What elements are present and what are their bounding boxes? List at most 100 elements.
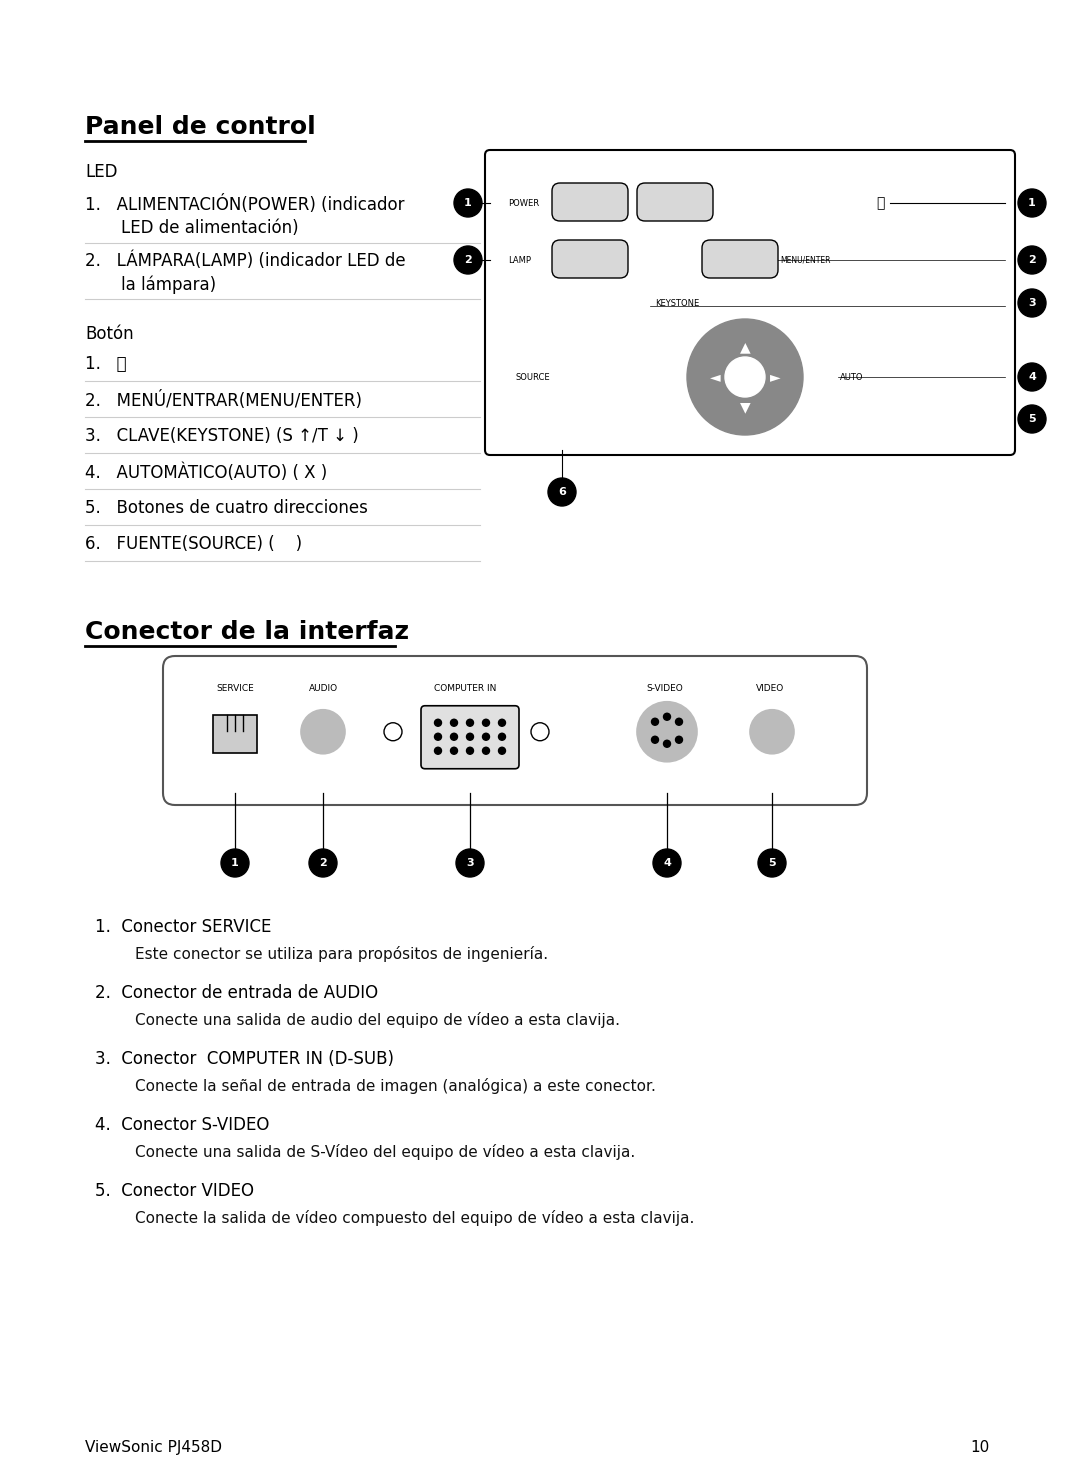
- FancyBboxPatch shape: [702, 239, 778, 278]
- Circle shape: [758, 849, 786, 877]
- Circle shape: [750, 710, 794, 754]
- Text: ◄: ◄: [710, 370, 720, 383]
- FancyBboxPatch shape: [163, 657, 867, 805]
- Text: 4: 4: [663, 858, 671, 868]
- Text: 1: 1: [464, 198, 472, 209]
- Circle shape: [1018, 363, 1047, 391]
- Circle shape: [456, 849, 484, 877]
- Circle shape: [454, 190, 482, 217]
- Text: 2.  Conector de entrada de AUDIO: 2. Conector de entrada de AUDIO: [95, 984, 378, 1002]
- Circle shape: [467, 748, 473, 754]
- Text: 1.  Conector SERVICE: 1. Conector SERVICE: [95, 918, 271, 936]
- Text: POWER: POWER: [508, 198, 539, 207]
- Circle shape: [499, 720, 505, 726]
- Text: 5.  Conector VIDEO: 5. Conector VIDEO: [95, 1183, 254, 1200]
- Text: 2: 2: [319, 858, 327, 868]
- Text: 2: 2: [1028, 256, 1036, 264]
- Text: LAMP: LAMP: [508, 256, 531, 264]
- Text: 3: 3: [1028, 298, 1036, 308]
- Circle shape: [454, 245, 482, 275]
- Text: 5: 5: [768, 858, 775, 868]
- Text: 4: 4: [1028, 372, 1036, 382]
- Text: 10: 10: [971, 1440, 990, 1454]
- Circle shape: [467, 733, 473, 740]
- Text: ▲: ▲: [740, 339, 751, 354]
- Text: 1: 1: [1028, 198, 1036, 209]
- Text: LED: LED: [85, 163, 118, 181]
- Text: SOURCE: SOURCE: [515, 373, 550, 382]
- Circle shape: [483, 733, 489, 740]
- Circle shape: [653, 849, 681, 877]
- Text: la lámpara): la lámpara): [121, 275, 216, 294]
- Text: ▼: ▼: [740, 400, 751, 414]
- Text: ⏻: ⏻: [876, 195, 885, 210]
- Text: 1.   ALIMENTACIÓN(POWER) (indicador: 1. ALIMENTACIÓN(POWER) (indicador: [85, 195, 405, 214]
- Circle shape: [483, 748, 489, 754]
- Circle shape: [1018, 289, 1047, 317]
- Circle shape: [434, 720, 442, 726]
- Text: LED de alimentación): LED de alimentación): [121, 219, 299, 237]
- Text: AUDIO: AUDIO: [309, 685, 338, 693]
- Circle shape: [675, 718, 683, 726]
- Text: 3.  Conector  COMPUTER IN (D-SUB): 3. Conector COMPUTER IN (D-SUB): [95, 1050, 394, 1068]
- FancyBboxPatch shape: [421, 705, 519, 768]
- Circle shape: [663, 714, 671, 720]
- Circle shape: [467, 720, 473, 726]
- Text: Este conector se utiliza para propósitos de ingeniería.: Este conector se utiliza para propósitos…: [135, 946, 549, 962]
- FancyBboxPatch shape: [213, 715, 257, 752]
- Text: 2.   LÁMPARA(LAMP) (indicador LED de: 2. LÁMPARA(LAMP) (indicador LED de: [85, 251, 406, 269]
- Text: Conecte una salida de S-Vídeo del equipo de vídeo a esta clavija.: Conecte una salida de S-Vídeo del equipo…: [135, 1144, 635, 1161]
- Text: 4.   AUTOMÀTICO(AUTO) ( X ): 4. AUTOMÀTICO(AUTO) ( X ): [85, 463, 327, 482]
- Text: Conecte la salida de vídeo compuesto del equipo de vídeo a esta clavija.: Conecte la salida de vídeo compuesto del…: [135, 1210, 694, 1227]
- Text: AUTO: AUTO: [840, 373, 864, 382]
- Circle shape: [450, 733, 458, 740]
- Circle shape: [434, 748, 442, 754]
- Text: 5.   Botones de cuatro direcciones: 5. Botones de cuatro direcciones: [85, 499, 368, 517]
- Circle shape: [483, 720, 489, 726]
- Text: 2: 2: [464, 256, 472, 264]
- Circle shape: [651, 736, 659, 743]
- Text: 4.  Conector S-VIDEO: 4. Conector S-VIDEO: [95, 1116, 269, 1134]
- Text: Conecte la señal de entrada de imagen (analógica) a este conector.: Conecte la señal de entrada de imagen (a…: [135, 1078, 656, 1094]
- Text: 6.   FUENTE(SOURCE) (    ): 6. FUENTE(SOURCE) ( ): [85, 535, 302, 552]
- FancyBboxPatch shape: [485, 150, 1015, 455]
- Text: VIDEO: VIDEO: [756, 685, 784, 693]
- Text: COMPUTER IN: COMPUTER IN: [434, 685, 496, 693]
- Text: SERVICE: SERVICE: [216, 685, 254, 693]
- Circle shape: [663, 740, 671, 748]
- Text: S-VIDEO: S-VIDEO: [647, 685, 684, 693]
- Circle shape: [725, 357, 765, 397]
- Circle shape: [499, 748, 505, 754]
- Text: Panel de control: Panel de control: [85, 115, 315, 140]
- Circle shape: [499, 733, 505, 740]
- Text: 3.   CLAVE(KEYSTONE) (S ↑/T ↓ ): 3. CLAVE(KEYSTONE) (S ↑/T ↓ ): [85, 427, 359, 445]
- FancyBboxPatch shape: [637, 184, 713, 220]
- Text: 2.   MENÚ/ENTRAR(MENU/ENTER): 2. MENÚ/ENTRAR(MENU/ENTER): [85, 391, 362, 410]
- Text: ViewSonic PJ458D: ViewSonic PJ458D: [85, 1440, 222, 1454]
- Text: MENU/ENTER: MENU/ENTER: [780, 256, 831, 264]
- Circle shape: [450, 720, 458, 726]
- Text: 6: 6: [558, 488, 566, 497]
- Text: Conector de la interfaz: Conector de la interfaz: [85, 620, 409, 643]
- Circle shape: [309, 849, 337, 877]
- Circle shape: [675, 736, 683, 743]
- Text: 5: 5: [1028, 414, 1036, 425]
- Text: KEYSTONE: KEYSTONE: [654, 298, 699, 307]
- Text: 1.   ⏻: 1. ⏻: [85, 355, 126, 373]
- Circle shape: [1018, 245, 1047, 275]
- Text: Conecte una salida de audio del equipo de vídeo a esta clavija.: Conecte una salida de audio del equipo d…: [135, 1012, 620, 1028]
- Text: 1: 1: [231, 858, 239, 868]
- Circle shape: [450, 748, 458, 754]
- Circle shape: [651, 718, 659, 726]
- Circle shape: [687, 319, 804, 435]
- Text: Botón: Botón: [85, 325, 134, 342]
- FancyBboxPatch shape: [552, 239, 627, 278]
- Circle shape: [434, 733, 442, 740]
- Circle shape: [1018, 405, 1047, 433]
- Circle shape: [1018, 190, 1047, 217]
- Circle shape: [301, 710, 345, 754]
- Text: ►: ►: [770, 370, 781, 383]
- Circle shape: [221, 849, 249, 877]
- Circle shape: [548, 477, 576, 505]
- Text: 3: 3: [467, 858, 474, 868]
